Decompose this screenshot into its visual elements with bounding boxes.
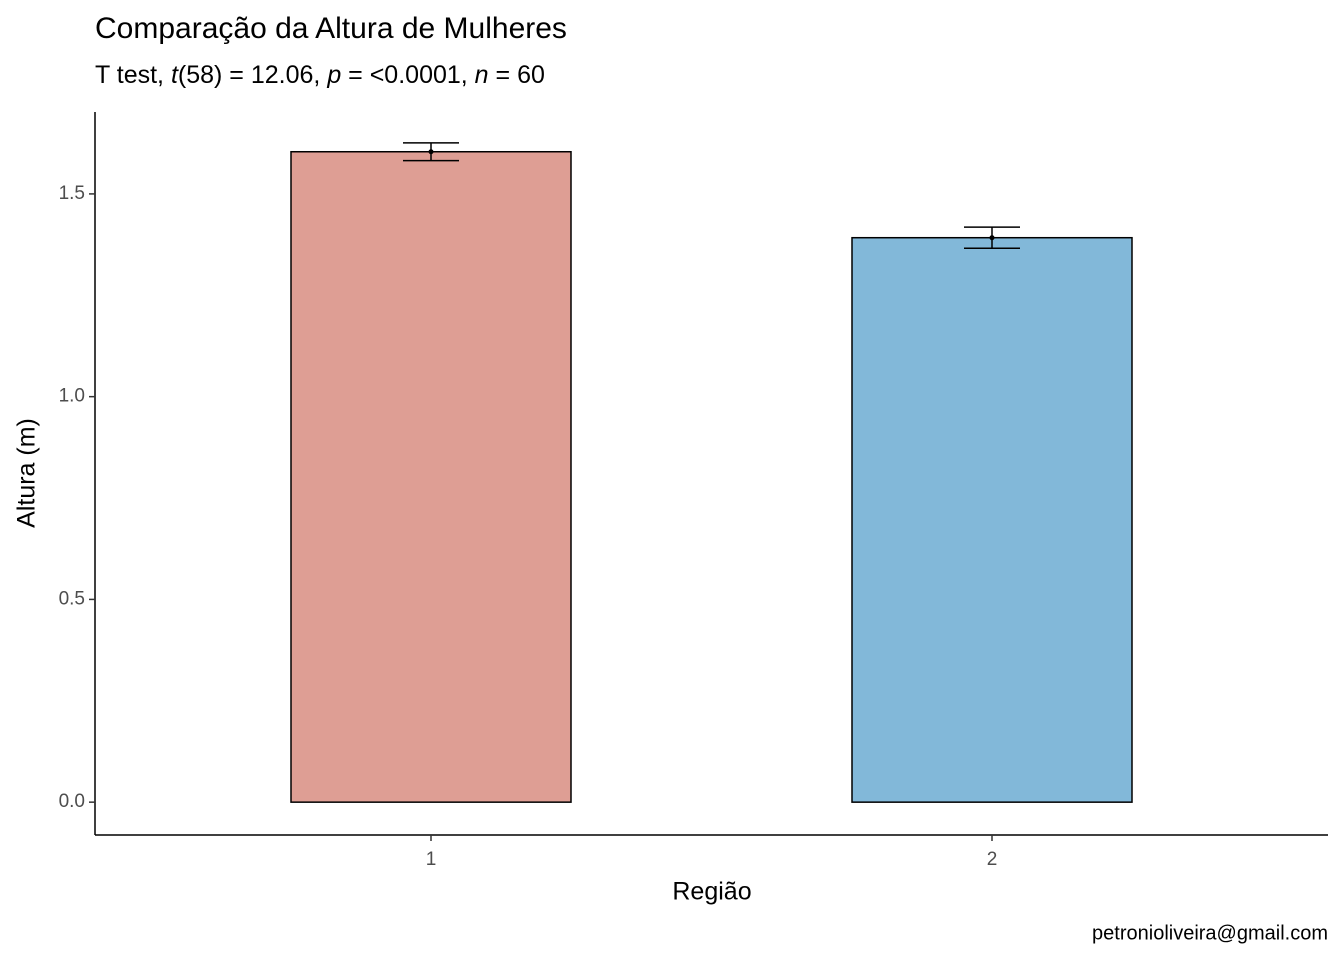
subtitle-part: (58) = 12.06, bbox=[178, 61, 327, 89]
chart-title: Comparação da Altura de Mulheres bbox=[95, 12, 567, 45]
subtitle-part: = <0.0001, bbox=[341, 61, 474, 89]
y-tick-label: 1.5 bbox=[59, 183, 85, 204]
chart-subtitle: T test, t(58) = 12.06, p = <0.0001, n = … bbox=[95, 61, 545, 89]
subtitle-part: = 60 bbox=[489, 61, 545, 89]
bar bbox=[290, 150, 572, 803]
y-axis-label: Altura (m) bbox=[13, 418, 41, 528]
mean-point bbox=[989, 235, 995, 241]
subtitle-part: T test, bbox=[95, 61, 171, 89]
x-axis-label: Região bbox=[672, 878, 751, 906]
y-tick-label: 0.5 bbox=[59, 588, 85, 609]
y-tick-label: 1.0 bbox=[59, 386, 85, 407]
x-tick-label: 2 bbox=[987, 849, 998, 870]
y-tick-label: 0.0 bbox=[59, 791, 85, 812]
subtitle-part: n bbox=[475, 61, 489, 89]
caption: petronioliveira@gmail.com bbox=[1092, 922, 1328, 944]
subtitle-part: t bbox=[171, 61, 179, 89]
mean-point bbox=[428, 149, 434, 155]
bar bbox=[851, 236, 1133, 803]
x-tick-label: 1 bbox=[426, 849, 437, 870]
subtitle-part: p bbox=[326, 61, 341, 89]
